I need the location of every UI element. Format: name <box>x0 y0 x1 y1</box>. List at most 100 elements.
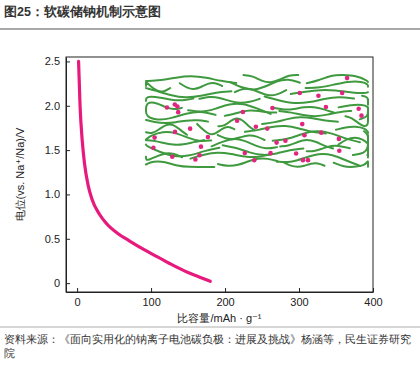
sodium-ion <box>359 113 364 118</box>
sodium-ion <box>151 146 156 151</box>
plot-frame <box>66 57 373 292</box>
carbon-layer <box>360 109 368 120</box>
sodium-ion <box>316 94 321 99</box>
sodium-ion <box>345 76 350 81</box>
sodium-ion <box>175 104 180 109</box>
tick-mark <box>66 194 70 195</box>
tick: 300 <box>290 288 308 308</box>
carbon-layer <box>146 88 231 97</box>
tick-mark <box>151 288 152 292</box>
tick-label: 400 <box>364 296 382 308</box>
y-axis: 0 0.5 1.0 1.5 2.0 2.5 <box>45 55 70 292</box>
carbon-layer <box>146 76 236 83</box>
carbon-layer <box>146 82 170 91</box>
sodium-ion <box>199 144 204 149</box>
tick-label: 2.5 <box>45 55 60 67</box>
carbon-layer <box>223 145 304 155</box>
tick: 1.5 <box>45 144 70 156</box>
tick-label: 300 <box>290 296 308 308</box>
carbon-layer <box>334 161 368 167</box>
carbon-layer <box>362 96 368 105</box>
sodium-ion <box>243 151 248 156</box>
sodium-ion <box>297 91 302 96</box>
tick-label: 0 <box>75 296 81 308</box>
y-axis-title: 电位(vs. Na⁺/Na)/V <box>14 127 26 221</box>
sodium-ion <box>306 158 311 163</box>
carbon-layer <box>262 117 338 124</box>
carbon-layer <box>230 80 300 90</box>
carbon-layer <box>180 83 222 89</box>
tick: 200 <box>216 288 234 308</box>
sodium-ion <box>337 148 342 153</box>
tick-label: 0 <box>54 277 60 289</box>
carbon-layer <box>235 89 286 96</box>
tick-mark <box>66 239 70 240</box>
tick-label: 100 <box>142 296 160 308</box>
inset-illustration <box>146 75 368 167</box>
tick-label: 1.5 <box>45 144 60 156</box>
carbon-layer <box>146 153 182 160</box>
sodium-ion <box>165 105 170 110</box>
sodium-ion <box>235 118 240 123</box>
sodium-ion <box>206 135 211 140</box>
tick-mark <box>66 61 70 62</box>
carbon-layer <box>307 146 350 152</box>
sodium-ion <box>270 106 275 111</box>
carbon-layer <box>146 140 204 145</box>
sodium-ion <box>340 91 345 96</box>
plot-area <box>79 61 211 281</box>
carbon-layer <box>336 127 368 133</box>
tick-mark <box>299 288 300 292</box>
tick: 100 <box>142 288 160 308</box>
tick-mark <box>66 283 70 284</box>
chart-canvas: 图25：软碳储钠机制示意图 0 100 200 300 400 0 0.5 1.0 1.5 2.0 2… <box>0 0 420 365</box>
sodium-ion <box>301 158 306 163</box>
carbon-layer <box>212 139 277 148</box>
tick: 1.0 <box>45 188 70 200</box>
tick: 0.5 <box>45 233 70 245</box>
carbon-layer <box>345 116 368 126</box>
carbon-layer <box>197 124 234 134</box>
axis-line <box>67 292 374 293</box>
carbon-layer <box>291 90 368 94</box>
sodium-ion <box>170 154 175 159</box>
axis-line <box>66 58 67 293</box>
tick-label: 200 <box>216 296 234 308</box>
tick-mark <box>66 150 70 151</box>
data-line <box>79 61 211 281</box>
tick-mark <box>373 288 374 292</box>
carbon-layer <box>338 138 368 145</box>
sodium-ion <box>197 153 202 158</box>
tick: 0 <box>54 277 70 289</box>
tick: 2.0 <box>45 100 70 112</box>
carbon-layer <box>279 111 351 116</box>
carbon-layer <box>199 97 259 103</box>
carbon-layer <box>146 110 216 119</box>
source-note: 资料来源：《面向实用化的钠离子电池碳负极：进展及挑战》杨涵等，民生证券研究院 <box>4 332 412 360</box>
tick-label: 2.0 <box>45 100 60 112</box>
carbon-layer <box>218 158 278 165</box>
sodium-ion <box>254 124 259 129</box>
carbon-layer <box>353 143 368 155</box>
tick: 0 <box>75 288 81 308</box>
x-axis: 0 100 200 300 400 <box>67 288 383 308</box>
tick-label: 1.0 <box>45 188 60 200</box>
sodium-ion <box>294 151 299 156</box>
carbon-layer <box>265 97 354 103</box>
sodium-ion <box>324 105 329 110</box>
carbon-layer <box>146 97 193 101</box>
carbon-layer <box>146 124 187 134</box>
sodium-ion <box>319 130 324 135</box>
tick: 2.5 <box>45 55 70 67</box>
sodium-ion <box>274 140 279 145</box>
tick-mark <box>77 288 78 292</box>
tick-label: 0.5 <box>45 233 60 245</box>
sodium-ion <box>241 110 246 115</box>
title: 图25：软碳储钠机制示意图 <box>4 4 161 19</box>
carbon-layer <box>244 75 299 82</box>
carbon-layer <box>339 105 368 110</box>
tick-mark <box>66 106 70 107</box>
carbon-layer <box>225 110 277 115</box>
sodium-ion <box>356 106 361 111</box>
tick-mark <box>225 288 226 292</box>
